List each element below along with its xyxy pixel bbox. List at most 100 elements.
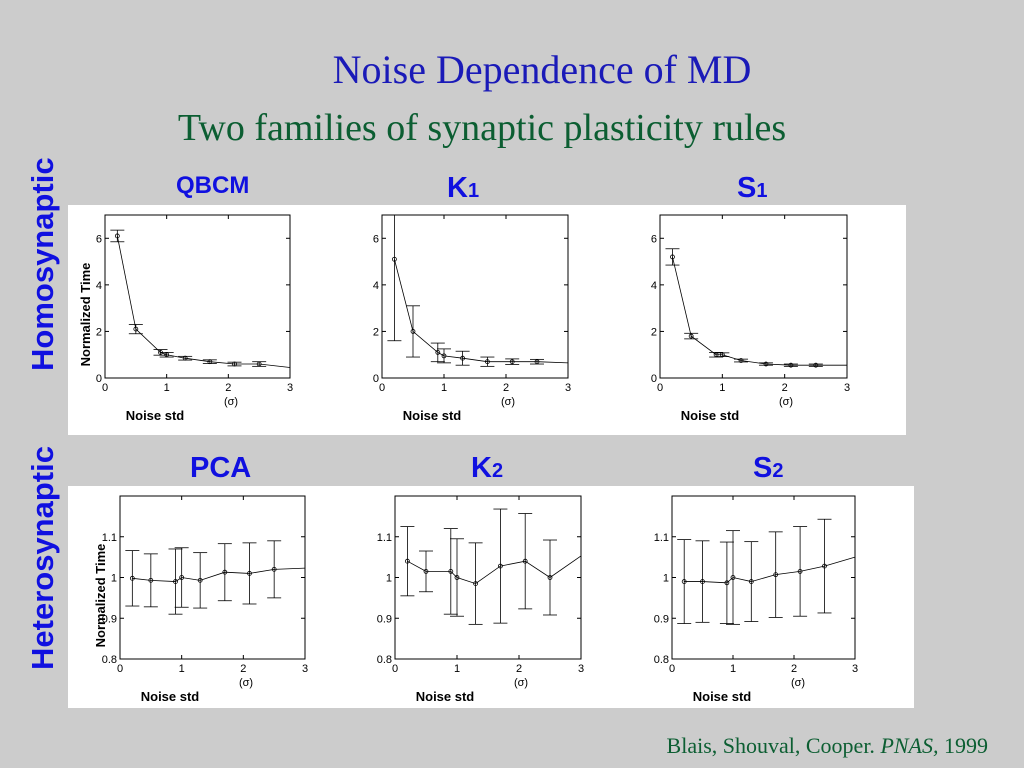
chart6-series-line	[684, 556, 856, 584]
chart2-frame	[381, 214, 569, 379]
chart2-y-tick-label: 4	[373, 280, 379, 292]
chart4-y-tick-label: 0.8	[102, 654, 117, 666]
chart5-data-point	[448, 568, 454, 574]
column-label-k2: K2	[471, 452, 504, 484]
chart6-data-point	[822, 563, 827, 569]
chart4-data-point	[222, 569, 228, 575]
column-label-s2: S2	[753, 452, 784, 484]
chart3-x-tick-label: 0	[657, 382, 663, 394]
chart5-data-point	[404, 558, 410, 564]
chart1-x-tick-label: 2	[225, 382, 231, 394]
chart2-data-point	[391, 256, 397, 262]
chart1-y-tick-label: 2	[96, 326, 102, 338]
chart3-y-tick-label: 0	[651, 373, 657, 385]
chart1-frame	[104, 214, 291, 379]
chart4-data-point	[247, 571, 252, 576]
chart4-x-axis-unit: (σ)	[239, 677, 253, 689]
chart4-y-axis-label: Normalized Time	[93, 544, 108, 648]
chart-panel-row2	[68, 486, 914, 708]
chart3-data-point	[763, 361, 769, 367]
chart2-x-axis-label: Noise std	[403, 408, 462, 423]
chart2-data-point	[534, 359, 540, 365]
chart1-x-axis-unit: (σ)	[224, 396, 238, 408]
citation-authors: Blais, Shouval, Cooper.	[666, 733, 875, 758]
chart1-y-axis-label: Normalized Time	[78, 263, 93, 367]
chart3-data-point	[719, 352, 725, 358]
chart3-x-tick-label: 2	[782, 382, 788, 394]
chart6-y-tick-label: 1	[663, 573, 669, 585]
chart1-data-point	[207, 359, 213, 365]
chart3-data-point	[738, 358, 744, 363]
chart3-data-point	[788, 362, 794, 368]
chart5-data-point	[423, 568, 429, 574]
chart1-data-point	[256, 361, 262, 367]
chart2-series-line	[394, 259, 569, 364]
chart6-x-axis-label: Noise std	[693, 689, 752, 704]
chart1-x-axis-label: Noise std	[126, 408, 185, 423]
slide-subtitle: Two families of synaptic plasticity rule…	[177, 107, 787, 149]
chart2-y-tick-label: 6	[373, 233, 379, 245]
chart3-data-point	[813, 362, 819, 368]
chart4-data-point	[148, 577, 154, 583]
chart5-x-tick-label: 3	[578, 663, 584, 675]
chart4-y-tick-label: 0.9	[102, 613, 117, 625]
chart6-data-point	[724, 580, 730, 586]
chart6-data-point	[748, 579, 754, 584]
chart4-data-point	[129, 575, 135, 581]
chart5-data-point	[497, 563, 503, 569]
chart2-x-tick-label: 3	[565, 382, 571, 394]
chart3-series-line	[672, 256, 847, 366]
chart6-x-tick-label: 2	[791, 663, 797, 675]
chart1-data-point	[164, 352, 170, 358]
chart5-x-tick-label: 2	[516, 663, 522, 675]
chart4-x-tick-label: 1	[179, 663, 185, 675]
chart5-series-line	[407, 555, 582, 585]
chart5-y-tick-label: 0.8	[377, 654, 392, 666]
chart5-frame	[394, 495, 582, 660]
chart2-y-tick-label: 2	[373, 326, 379, 338]
chart5-data-point	[547, 575, 553, 580]
chart2-x-tick-label: 1	[441, 382, 447, 394]
chart5-data-point	[473, 581, 479, 587]
chart2-y-tick-label: 0	[373, 373, 379, 385]
chart6-x-axis-unit: (σ)	[791, 677, 805, 689]
chart3-y-tick-label: 4	[651, 280, 657, 292]
chart3-frame	[659, 214, 848, 379]
chart4-y-tick-label: 1	[111, 573, 117, 585]
chart4-y-tick-label: 1.1	[102, 532, 117, 544]
chart1-y-tick-label: 4	[96, 280, 102, 292]
chart2-x-tick-label: 0	[379, 382, 385, 394]
chart4-x-tick-label: 3	[302, 663, 308, 675]
chart4-data-point	[197, 577, 203, 583]
chart4-frame	[119, 495, 306, 660]
chart1-x-tick-label: 1	[164, 382, 170, 394]
chart2-data-point	[435, 349, 441, 355]
chart6-data-point	[681, 579, 687, 584]
chart1-x-tick-label: 0	[102, 382, 108, 394]
chart3-x-tick-label: 1	[719, 382, 725, 394]
citation: Blais, Shouval, Cooper. PNAS, 1999	[667, 733, 988, 759]
chart3-y-tick-label: 6	[651, 233, 657, 245]
chart2-x-axis-unit: (σ)	[501, 396, 515, 408]
chart6-data-point	[797, 568, 803, 574]
slide-title: Noise Dependence of MD	[332, 47, 752, 92]
chart4-series-line	[132, 567, 306, 582]
chart6-data-point	[700, 579, 705, 584]
chart1-series-line	[116, 235, 291, 368]
chart1-data-point	[232, 361, 237, 367]
chart4-x-tick-label: 0	[117, 663, 123, 675]
chart3-y-tick-label: 2	[651, 326, 657, 338]
column-label-k1: K1	[447, 172, 480, 204]
chart5-x-tick-label: 0	[392, 663, 398, 675]
chart1-data-point	[133, 326, 139, 332]
chart5-y-tick-label: 1	[386, 573, 392, 585]
chart6-frame	[671, 495, 856, 660]
chart5-y-tick-label: 0.9	[377, 613, 392, 625]
chart2-x-tick-label: 2	[503, 382, 509, 394]
chart2-data-point	[484, 359, 490, 365]
chart5-y-tick-label: 1.1	[377, 532, 392, 544]
chart6-data-point	[730, 575, 736, 580]
citation-journal: PNAS,	[880, 733, 939, 758]
column-label-qbcm: QBCM	[176, 172, 250, 199]
